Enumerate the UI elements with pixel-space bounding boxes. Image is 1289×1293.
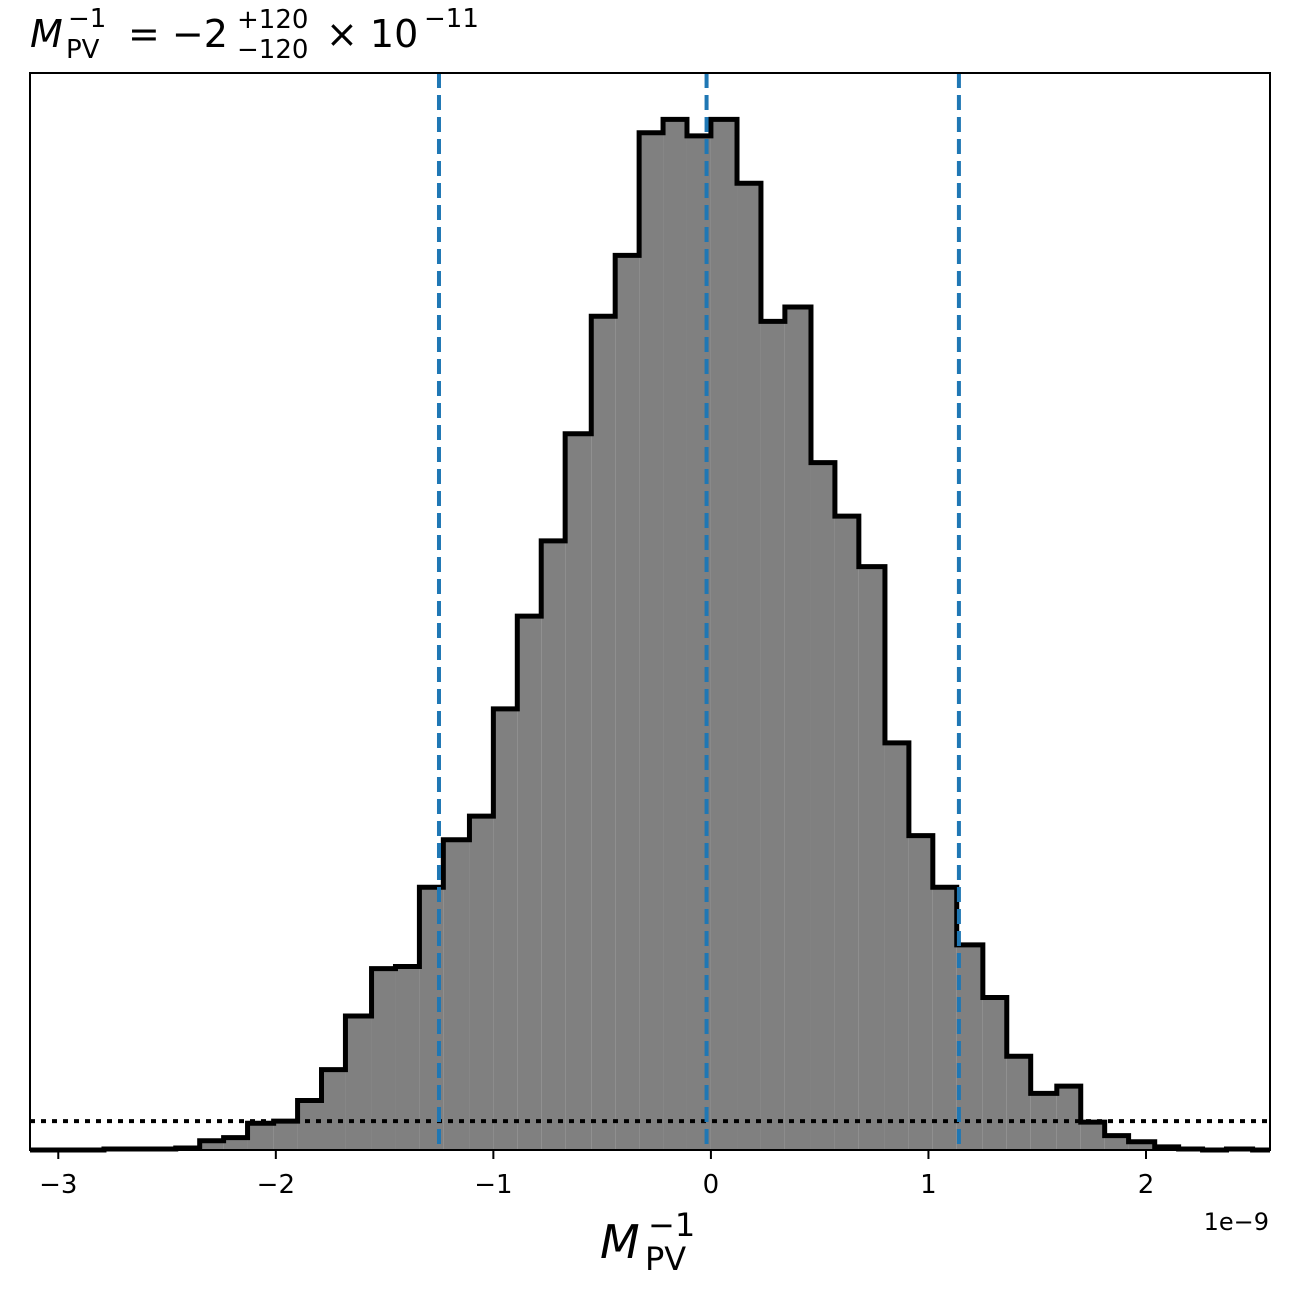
- x-axis-ticks: −3 −2 −1 0 1 2: [39, 1150, 1154, 1200]
- title-err-plus: +120: [237, 5, 308, 35]
- histogram-bars: [30, 116, 1270, 1153]
- x-tick-label: −1: [474, 1170, 512, 1200]
- histogram-bar: [1080, 1122, 1105, 1150]
- title-err-minus: −120: [237, 35, 308, 65]
- title-symbol: M: [30, 12, 63, 56]
- histogram-bar: [834, 516, 859, 1150]
- histogram-bar: [1128, 1141, 1155, 1150]
- xlabel-symbol: M: [600, 1215, 640, 1269]
- histogram-bar: [1104, 1135, 1129, 1150]
- histogram-bar: [297, 1100, 322, 1150]
- x-tick-label: −2: [257, 1170, 295, 1200]
- histogram-bar: [1056, 1086, 1081, 1150]
- histogram-bar: [395, 966, 420, 1150]
- title-exponent: −11: [424, 4, 479, 34]
- plot-frame: [29, 72, 1271, 1151]
- chart-title: M PV −1 = −2 +120 −120 × 10 −11: [30, 4, 479, 65]
- histogram-bar: [737, 183, 761, 1150]
- histogram-bar: [469, 816, 494, 1150]
- x-axis-label: M PV −1: [600, 1206, 695, 1278]
- xlabel-sup: −1: [648, 1206, 695, 1244]
- histogram-bar: [956, 944, 983, 1150]
- title-symbol-sub: PV: [66, 35, 100, 65]
- x-tick-label: 1: [920, 1170, 937, 1200]
- histogram-bar: [565, 433, 592, 1150]
- histogram-bar: [419, 887, 444, 1150]
- x-tick-label: −3: [39, 1170, 77, 1200]
- histogram-bar: [443, 839, 470, 1150]
- histogram-bar: [371, 968, 396, 1150]
- histogram-bar: [591, 316, 616, 1150]
- reference-lines: [30, 73, 1270, 1150]
- histogram-bar: [247, 1123, 274, 1150]
- histogram-bar: [982, 997, 1007, 1150]
- histogram-outline: [30, 116, 1270, 1153]
- histogram-bar: [1006, 1056, 1031, 1150]
- histogram-bar: [639, 132, 664, 1151]
- xlabel-sub: PV: [645, 1240, 686, 1278]
- histogram-bar: [932, 887, 957, 1150]
- histogram-bar: [663, 119, 687, 1151]
- histogram-bar: [541, 540, 566, 1150]
- histogram-bar: [810, 462, 835, 1150]
- histogram-bar: [908, 835, 933, 1150]
- histogram-bar: [710, 119, 738, 1151]
- histogram-bar: [273, 1121, 298, 1150]
- title-symbol-sup: −1: [68, 4, 106, 34]
- histogram-bar: [199, 1140, 224, 1150]
- histogram-bar: [517, 616, 542, 1150]
- histogram-bar: [884, 742, 909, 1150]
- title-equals: = −2: [128, 12, 228, 56]
- histogram-bar: [784, 306, 811, 1151]
- title-times: × 10: [326, 12, 418, 56]
- x-tick-label: 2: [1138, 1170, 1155, 1200]
- histogram-bar: [760, 321, 785, 1151]
- x-tick-label: 0: [703, 1170, 720, 1200]
- histogram-bar: [615, 255, 640, 1150]
- histogram-bar: [321, 1069, 346, 1150]
- histogram-bar: [858, 566, 885, 1150]
- histogram-bar: [345, 1016, 372, 1150]
- histogram-bar: [493, 708, 518, 1150]
- histogram-bar: [223, 1137, 248, 1150]
- x-offset-text: 1e−9: [1204, 1208, 1269, 1236]
